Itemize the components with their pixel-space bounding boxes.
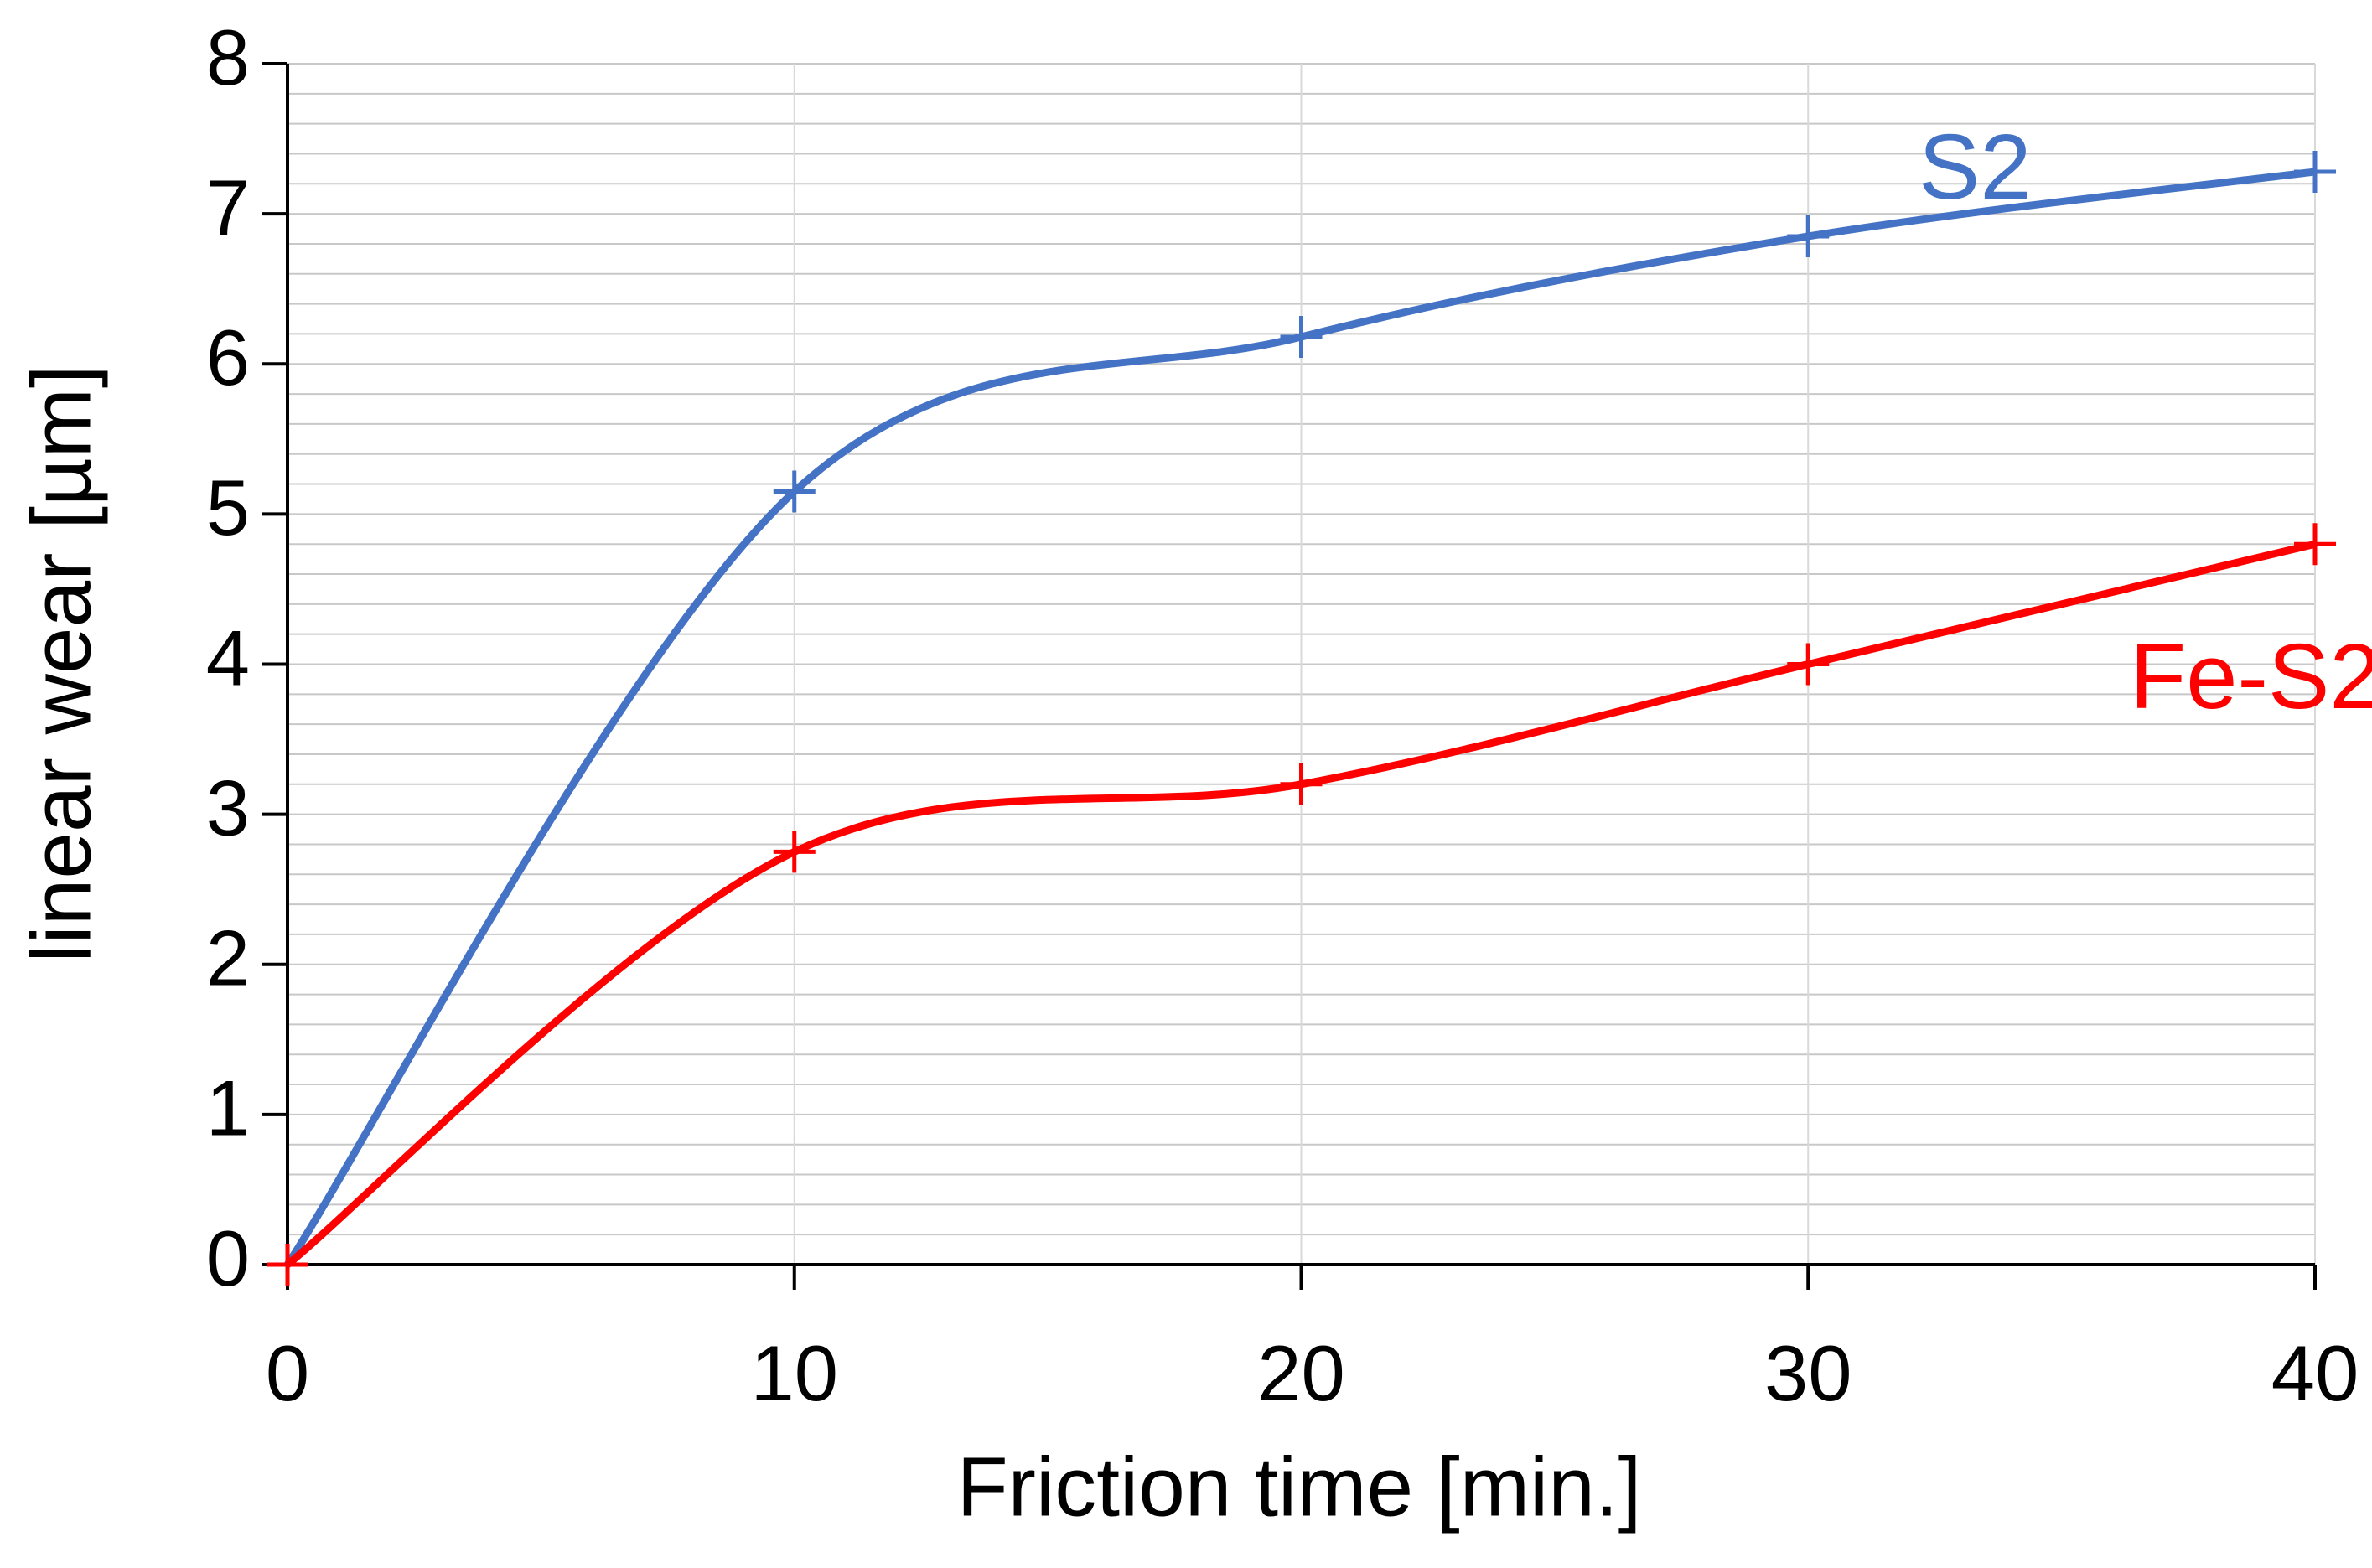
marker [2294, 150, 2336, 193]
marker [1787, 643, 1830, 686]
marker [773, 831, 816, 873]
x-tick-label: 40 [2271, 1329, 2359, 1417]
y-tick-label: 7 [206, 163, 250, 251]
series-line [284, 168, 2316, 1267]
y-tick-label: 8 [206, 13, 250, 101]
y-tick-label: 1 [206, 1064, 250, 1152]
x-tick-label: 10 [750, 1329, 838, 1417]
series-label: S2 [1919, 116, 2032, 219]
x-axis-title: Friction time [min.] [957, 1440, 1642, 1534]
marker [1280, 316, 1323, 359]
marker [1280, 763, 1323, 805]
x-tick-label: 0 [266, 1329, 309, 1417]
series-line [285, 540, 2317, 1268]
y-tick-label: 2 [206, 914, 250, 1002]
series-label: Fe-S2 [2130, 625, 2372, 728]
y-tick-label: 0 [206, 1214, 250, 1302]
y-tick-label: 4 [206, 613, 250, 701]
y-tick-label: 3 [206, 763, 250, 851]
y-tick-label: 5 [206, 463, 250, 551]
y-tick-label: 6 [206, 313, 250, 401]
marker [2294, 523, 2336, 566]
marker [1787, 215, 1830, 257]
x-tick-label: 20 [1257, 1329, 1345, 1417]
marker [773, 470, 816, 513]
marker [267, 1244, 308, 1286]
x-tick-label: 30 [1764, 1329, 1852, 1417]
y-axis-title: linear wear [µm] [14, 365, 108, 962]
